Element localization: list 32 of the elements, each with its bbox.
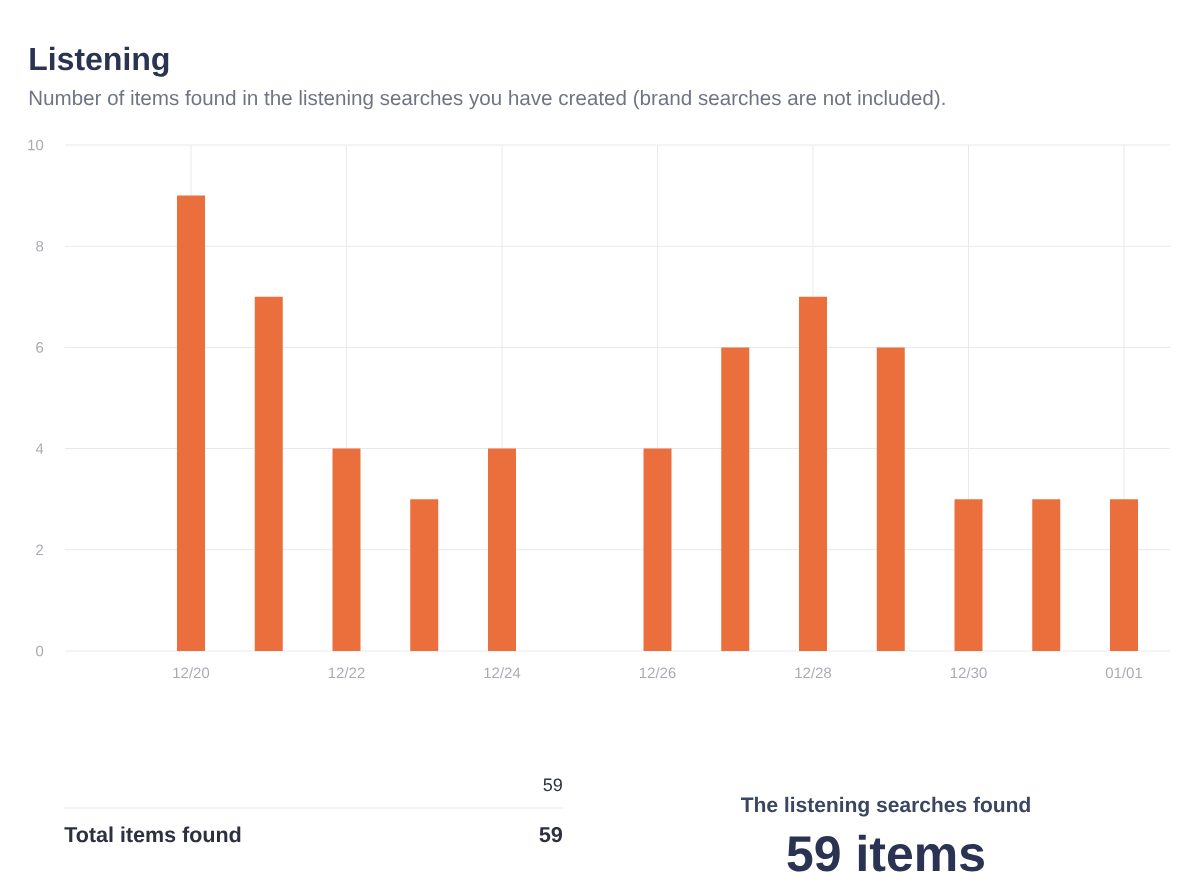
- y-tick-label: 8: [36, 240, 44, 252]
- x-tick-label: 12/20: [173, 667, 210, 679]
- text: Total items found: [64, 826, 241, 843]
- chart-title: Listening: [30, 46, 169, 77]
- text: 59 items: [787, 834, 984, 872]
- x-tick-label: 12/24: [484, 667, 521, 679]
- bar: [488, 448, 516, 652]
- chart-subtitle: Number of items found in the listening searches you have created (brand searches are not included).: [29, 90, 945, 110]
- x-tick-label: 12/28: [795, 667, 832, 679]
- y-tick-label: 2: [36, 544, 44, 556]
- x-tick-label: 12/26: [639, 667, 676, 679]
- bar: [410, 499, 439, 652]
- bar: [1110, 499, 1139, 652]
- bar: [721, 347, 750, 652]
- bar: [876, 347, 905, 652]
- x-tick-label: 01/01: [1105, 667, 1143, 679]
- y-tick-label: 4: [35, 443, 44, 454]
- x-tick-label: 12/30: [950, 667, 987, 679]
- text: 59: [539, 827, 563, 843]
- y-tick-label: 6: [36, 342, 44, 353]
- text: 59: [543, 778, 562, 792]
- bar: [799, 296, 828, 652]
- bar: [332, 448, 361, 652]
- bar: [954, 499, 983, 652]
- y-tick-label: 10: [28, 139, 44, 151]
- bar: [254, 296, 283, 652]
- bar: [1032, 499, 1061, 652]
- y-tick-label: 0: [36, 645, 44, 657]
- bar: [643, 448, 672, 652]
- bar: [177, 195, 205, 652]
- text: The listening searches found: [740, 796, 1030, 817]
- x-tick-label: 12/22: [328, 667, 365, 679]
